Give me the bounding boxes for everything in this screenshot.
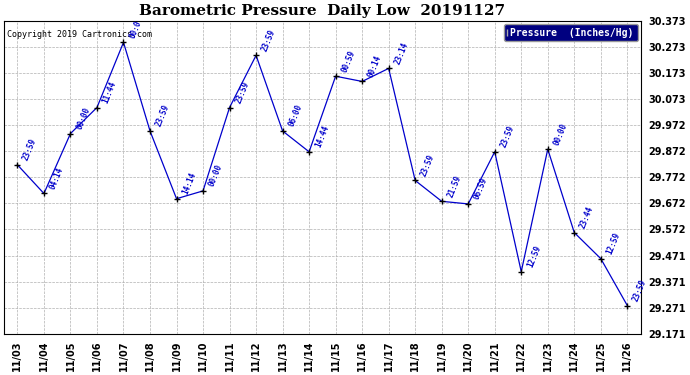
Text: 21:59: 21:59 [446,174,463,198]
Text: 14:14: 14:14 [181,171,198,196]
Text: 23:59: 23:59 [631,278,649,303]
Text: 23:44: 23:44 [578,205,595,230]
Text: 23:14: 23:14 [393,41,410,66]
Text: 23:59: 23:59 [499,124,516,149]
Text: 14:44: 14:44 [313,124,331,149]
Text: 00:14: 00:14 [366,54,384,79]
Text: 23:59: 23:59 [21,137,39,162]
Text: 23:59: 23:59 [420,153,436,178]
Text: 12:59: 12:59 [525,244,542,269]
Text: 00:00: 00:00 [552,122,569,146]
Text: 06:00: 06:00 [287,104,304,128]
Text: 04:14: 04:14 [48,166,65,191]
Title: Barometric Pressure  Daily Low  20191127: Barometric Pressure Daily Low 20191127 [139,4,506,18]
Text: 12:59: 12:59 [605,231,622,256]
Text: 23:59: 23:59 [154,104,171,128]
Text: 23:59: 23:59 [234,80,250,105]
Text: 00:59: 00:59 [339,49,357,74]
Text: 00:00: 00:00 [75,106,92,131]
Legend: Pressure  (Inches/Hg): Pressure (Inches/Hg) [504,24,638,41]
Text: 11:44: 11:44 [101,80,118,105]
Text: 06:59: 06:59 [473,176,489,201]
Text: 00:0: 00:0 [128,19,143,40]
Text: 23:59: 23:59 [260,28,277,53]
Text: Copyright 2019 Cartronics.com: Copyright 2019 Cartronics.com [8,30,152,39]
Text: 00:00: 00:00 [207,163,224,188]
